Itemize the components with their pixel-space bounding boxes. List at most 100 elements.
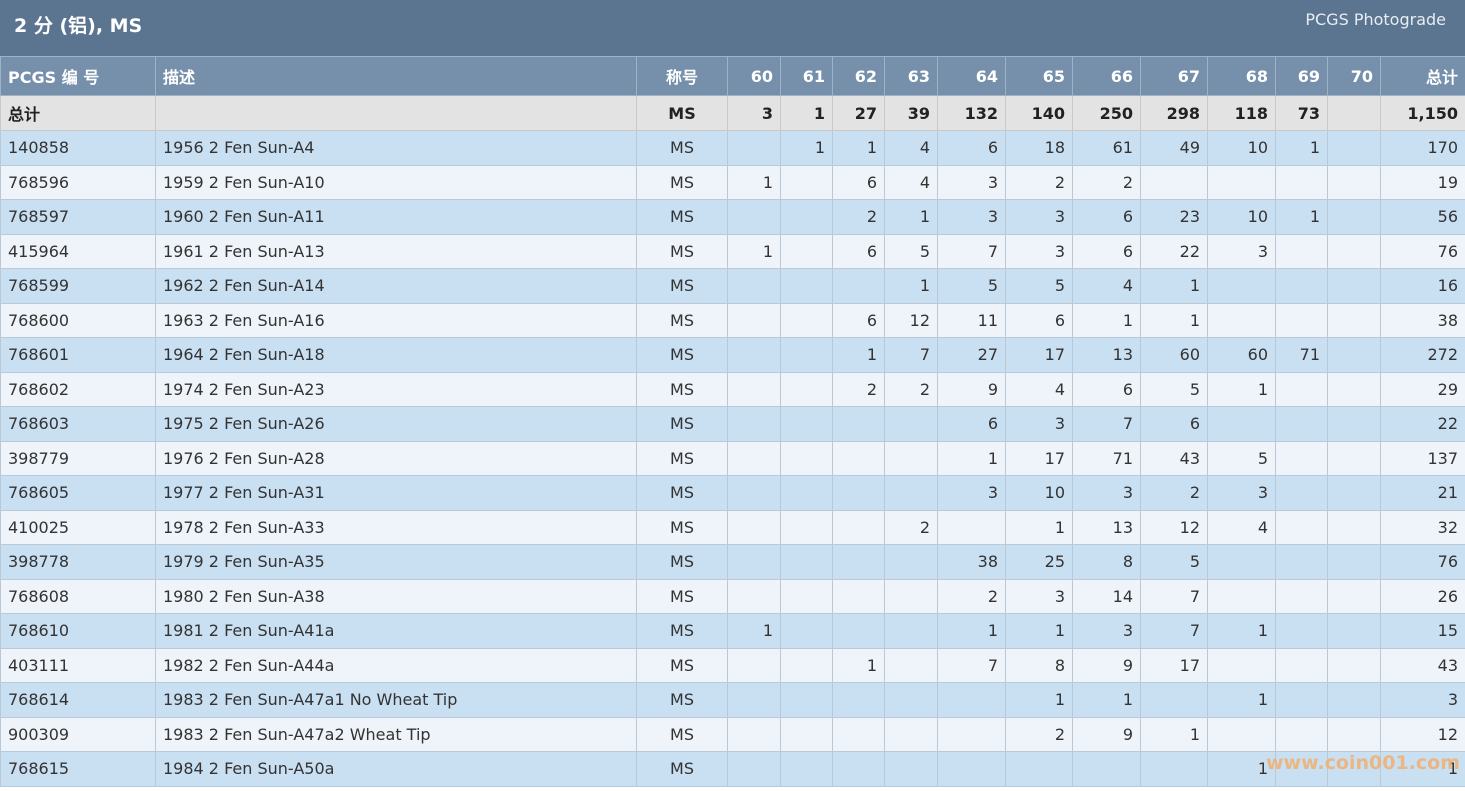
table-cell: 3: [1380, 682, 1465, 718]
header-bar: 2 分 (铝), MS PCGS Photograde: [0, 0, 1465, 56]
table-cell: 2: [1005, 716, 1073, 752]
column-header: PCGS 编 号: [0, 56, 156, 96]
table-cell: 25: [1005, 544, 1073, 580]
table-cell: [1275, 647, 1328, 683]
pcgs-number-link[interactable]: 768615: [0, 751, 156, 787]
pcgs-number-link[interactable]: 410025: [0, 509, 156, 545]
table-cell: [1140, 682, 1208, 718]
pcgs-number-link[interactable]: 768614: [0, 682, 156, 718]
table-cell: 18: [1005, 130, 1073, 166]
table-cell: 26: [1380, 578, 1465, 614]
table-cell: 6: [832, 233, 885, 269]
table-cell: 14: [1072, 578, 1141, 614]
column-header: 60: [727, 56, 781, 96]
table-cell: 1: [1207, 751, 1276, 787]
table-cell: [1275, 613, 1328, 649]
data-row: 415964 1961 2 Fen Sun-A13 MS 1 6 5 7 3 6 22 3 76: [0, 233, 1465, 269]
pcgs-number-link[interactable]: 768601: [0, 337, 156, 373]
table-cell: 5: [1207, 440, 1276, 476]
population-table: PCGS 编 号描述 称号 60 61 62 63 64 65 66 67 68 69 70 总计 总计 M…: [0, 56, 1465, 787]
table-cell: [884, 682, 938, 718]
table-cell: MS: [636, 371, 728, 407]
pcgs-number-link[interactable]: 140858: [0, 130, 156, 166]
table-cell: [1207, 716, 1276, 752]
table-cell: 12: [1380, 716, 1465, 752]
table-cell: [1275, 440, 1328, 476]
totals-cell: 73: [1275, 95, 1328, 131]
table-cell: 1960 2 Fen Sun-A11: [155, 199, 637, 235]
column-header: 67: [1140, 56, 1208, 96]
table-cell: [1275, 268, 1328, 304]
table-cell: 8: [1072, 544, 1141, 580]
table-cell: 1: [937, 613, 1006, 649]
table-cell: [832, 475, 885, 511]
table-cell: MS: [636, 199, 728, 235]
totals-cell: 27: [832, 95, 885, 131]
table-cell: 272: [1380, 337, 1465, 373]
table-cell: 1: [832, 130, 885, 166]
table-cell: 3: [1005, 406, 1073, 442]
pcgs-number-link[interactable]: 768608: [0, 578, 156, 614]
data-row: 768599 1962 2 Fen Sun-A14 MS 1 5 5 4 1 16: [0, 268, 1465, 304]
data-row: 768602 1974 2 Fen Sun-A23 MS 2 2 9 4 6 5 1 29: [0, 371, 1465, 407]
totals-cell: 39: [884, 95, 938, 131]
pcgs-number-link[interactable]: 768600: [0, 302, 156, 338]
table-cell: [937, 682, 1006, 718]
table-cell: 7: [1140, 578, 1208, 614]
table-cell: 9: [1072, 716, 1141, 752]
pcgs-number-link[interactable]: 768610: [0, 613, 156, 649]
table-cell: [1327, 475, 1381, 511]
table-cell: 43: [1380, 647, 1465, 683]
pcgs-number-link[interactable]: 768602: [0, 371, 156, 407]
table-cell: [1327, 509, 1381, 545]
table-cell: [780, 268, 833, 304]
table-cell: 1: [1275, 199, 1328, 235]
table-cell: [832, 578, 885, 614]
table-cell: 1: [884, 268, 938, 304]
table-cell: 22: [1140, 233, 1208, 269]
table-cell: [884, 751, 938, 787]
table-cell: [780, 613, 833, 649]
table-cell: 1: [1275, 130, 1328, 166]
table-cell: [832, 440, 885, 476]
pcgs-number-link[interactable]: 415964: [0, 233, 156, 269]
table-cell: 22: [1380, 406, 1465, 442]
table-cell: [884, 647, 938, 683]
table-cell: 1: [1005, 613, 1073, 649]
table-cell: [1275, 682, 1328, 718]
table-cell: [1327, 199, 1381, 235]
table-cell: 2: [832, 199, 885, 235]
table-cell: 17: [1005, 337, 1073, 373]
pcgs-number-link[interactable]: 768597: [0, 199, 156, 235]
pcgs-number-link[interactable]: 768603: [0, 406, 156, 442]
totals-cell: 140: [1005, 95, 1073, 131]
pcgs-number-link[interactable]: 768605: [0, 475, 156, 511]
pcgs-number-link[interactable]: 768599: [0, 268, 156, 304]
table-cell: [727, 440, 781, 476]
column-header: 62: [832, 56, 885, 96]
table-cell: MS: [636, 544, 728, 580]
table-cell: 1: [780, 130, 833, 166]
pcgs-number-link[interactable]: 768596: [0, 164, 156, 200]
pcgs-number-link[interactable]: 398778: [0, 544, 156, 580]
totals-cell: 118: [1207, 95, 1276, 131]
table-cell: [727, 475, 781, 511]
data-row: 768605 1977 2 Fen Sun-A31 MS 3 10 3 2 3 21: [0, 475, 1465, 511]
table-cell: 1979 2 Fen Sun-A35: [155, 544, 637, 580]
totals-cell: 132: [937, 95, 1006, 131]
column-header: 70: [1327, 56, 1381, 96]
table-cell: 43: [1140, 440, 1208, 476]
data-row: 900309 1983 2 Fen Sun-A47a2 Wheat Tip MS 2 9…: [0, 716, 1465, 752]
table-cell: [727, 544, 781, 580]
table-cell: 1: [727, 164, 781, 200]
table-cell: 6: [1072, 233, 1141, 269]
pcgs-number-link[interactable]: 398779: [0, 440, 156, 476]
column-header: 64: [937, 56, 1006, 96]
table-cell: 9: [1072, 647, 1141, 683]
table-cell: [1327, 440, 1381, 476]
pcgs-number-link[interactable]: 900309: [0, 716, 156, 752]
table-cell: 2: [884, 371, 938, 407]
table-cell: 60: [1207, 337, 1276, 373]
pcgs-number-link[interactable]: 403111: [0, 647, 156, 683]
table-cell: [780, 440, 833, 476]
